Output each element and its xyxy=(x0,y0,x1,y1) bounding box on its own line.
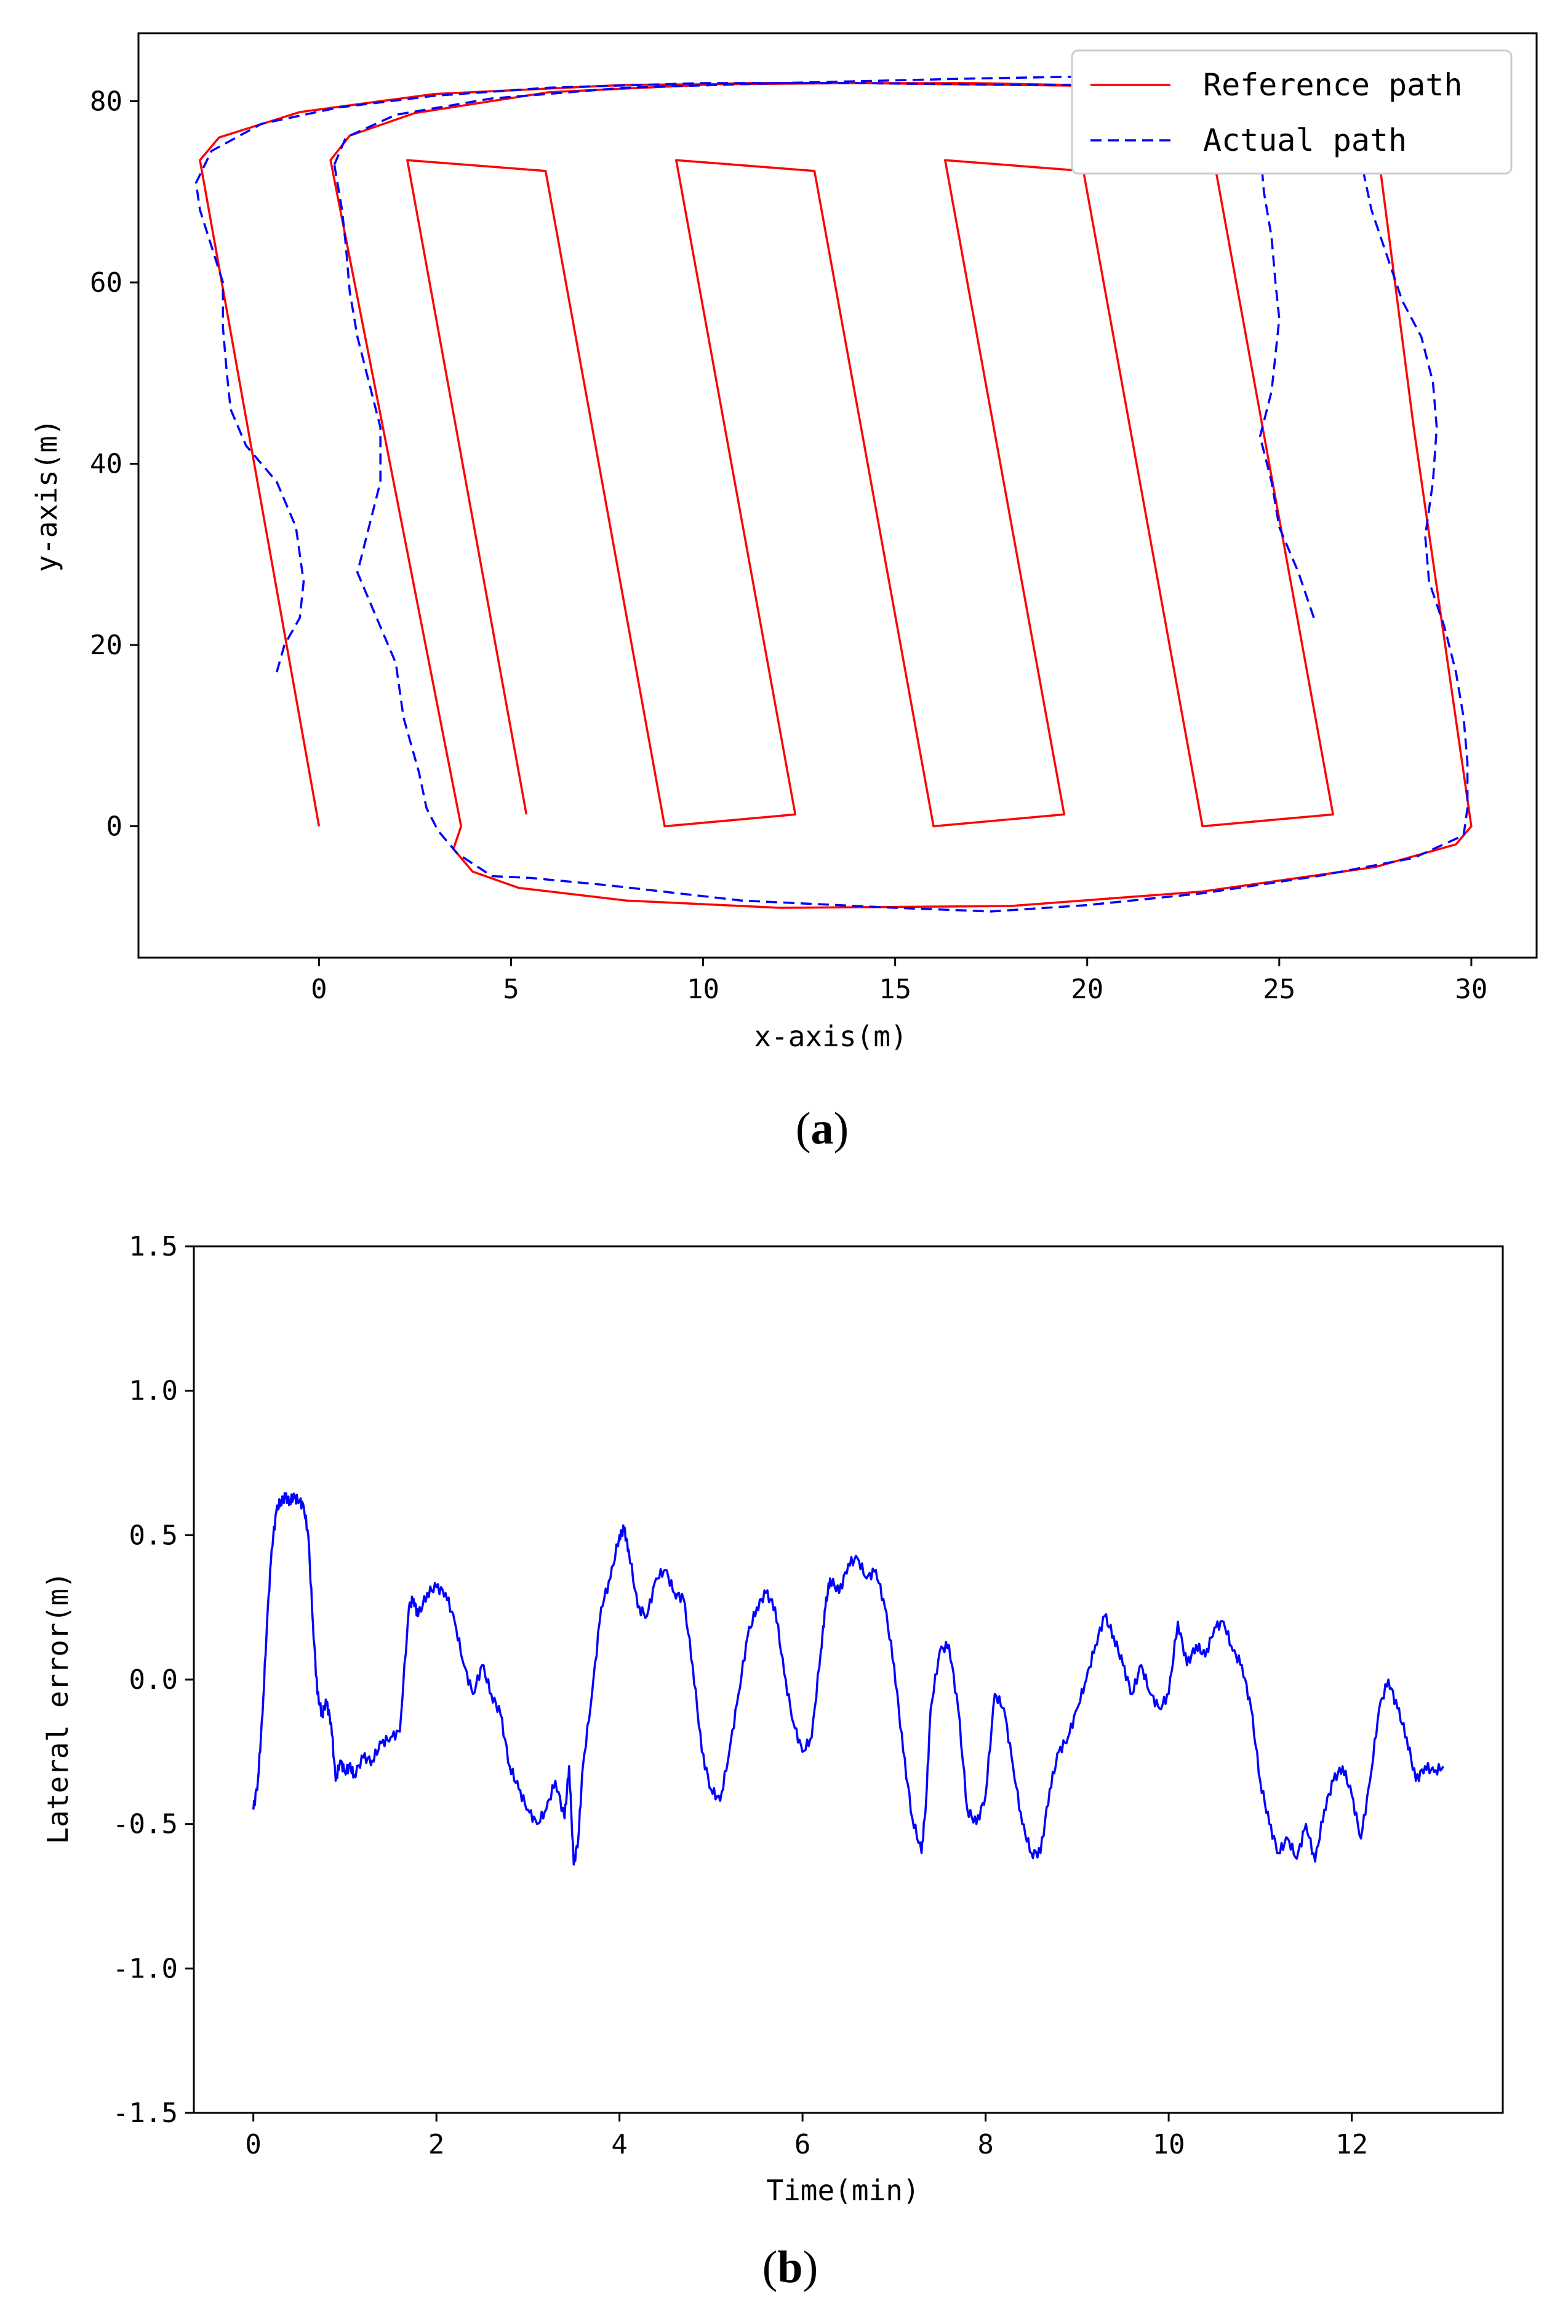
actual-path-segment-0 xyxy=(194,82,1164,673)
lateral-error-line xyxy=(252,1492,1444,1866)
panel-b-x-axis-label: Time(min) xyxy=(766,2174,919,2207)
legend-box xyxy=(1071,49,1513,175)
panel-b-x-tick-label: 4 xyxy=(611,2129,628,2160)
actual-path-segment-2 xyxy=(1258,146,1315,619)
panel-b-y-tick-label: 1.5 xyxy=(129,1231,178,1262)
panel-a-x-tick-label: 25 xyxy=(1263,974,1295,1005)
panel-a-x-axis-label: x-axis(m) xyxy=(754,1020,907,1053)
panel-b-chart: 0 2 4 6 8 10 12 -1.5 -1.0 -0.5 0.0 0.5 1.0 1.5 Time(… xyxy=(41,1231,1504,2207)
panel-b-y-tick-label: -0.5 xyxy=(113,1809,178,1840)
panel-a-y-ticks: 0 20 40 60 80 xyxy=(90,86,138,842)
panel-b-plot-frame xyxy=(193,1245,1504,2114)
panel-b-x-tick-label: 8 xyxy=(977,2129,994,2160)
panel-b-y-tick-label: 1.0 xyxy=(129,1376,178,1407)
panel-a-reference-path-group xyxy=(199,82,1473,909)
panel-b-caption-close: ) xyxy=(803,2242,818,2293)
actual-path-segment-1 xyxy=(333,74,1469,913)
panel-a-x-tick-label: 20 xyxy=(1071,974,1103,1005)
panel-a-y-tick-label: 0 xyxy=(106,811,123,842)
panel-a-y-tick-label: 80 xyxy=(90,86,122,117)
reference-path-segment-0 xyxy=(199,82,1473,909)
panel-b-y-tick-label: -1.5 xyxy=(113,2098,178,2129)
legend-actual-label: Actual path xyxy=(1203,122,1407,158)
panel-a-y-tick-label: 40 xyxy=(90,448,122,479)
panel-b-x-tick-label: 2 xyxy=(428,2129,445,2160)
panel-b-y-tick-label: 0.0 xyxy=(129,1664,178,1696)
panel-a-y-axis-label: y-axis(m) xyxy=(30,419,63,572)
panel-b-x-tick-label: 0 xyxy=(245,2129,262,2160)
panel-a-x-tick-label: 0 xyxy=(311,974,327,1005)
panel-a-caption-letter: a xyxy=(811,1104,834,1154)
panel-b-x-tick-label: 6 xyxy=(794,2129,811,2160)
panel-b-x-tick-label: 10 xyxy=(1153,2129,1185,2160)
panel-b-caption-letter: b xyxy=(777,2242,802,2293)
panel-b-caption: (b) xyxy=(762,2242,818,2293)
panel-a-y-tick-label: 20 xyxy=(90,630,122,661)
panel-a-y-tick-label: 60 xyxy=(90,267,122,299)
panel-a-chart: 0 5 10 15 20 25 30 0 20 40 60 80 x-axis(m) y-axis(… xyxy=(30,32,1538,1053)
panel-a-x-tick-label: 5 xyxy=(503,974,519,1005)
panel-a-caption: (a) xyxy=(796,1104,849,1154)
panel-b-y-axis-label: Lateral error(m) xyxy=(41,1571,74,1844)
panel-a-legend: Reference path Actual path xyxy=(1071,49,1513,175)
panel-a-x-tick-label: 15 xyxy=(879,974,911,1005)
panel-b-caption-open: ( xyxy=(762,2242,778,2293)
panel-a-x-ticks: 0 5 10 15 20 25 30 xyxy=(311,958,1487,1005)
panel-a-x-tick-label: 10 xyxy=(687,974,719,1005)
panel-b-y-tick-label: 0.5 xyxy=(129,1520,178,1551)
panel-a-caption-close: ) xyxy=(834,1104,849,1154)
panel-a-caption-open: ( xyxy=(796,1104,811,1154)
panel-b-y-tick-label: -1.0 xyxy=(113,1953,178,1984)
panel-b-x-tick-label: 12 xyxy=(1335,2129,1368,2160)
panel-b-y-ticks: -1.5 -1.0 -0.5 0.0 0.5 1.0 1.5 xyxy=(113,1231,194,2129)
panel-a-actual-path-group xyxy=(194,74,1469,913)
legend-reference-label: Reference path xyxy=(1203,67,1462,103)
reference-path-segment-1 xyxy=(406,159,1334,828)
panel-a-plot-frame xyxy=(137,32,1538,959)
panel-b-error-line-group xyxy=(252,1492,1444,1866)
panel-a-x-tick-label: 30 xyxy=(1455,974,1487,1005)
panel-b-x-ticks: 0 2 4 6 8 10 12 xyxy=(245,2113,1368,2160)
